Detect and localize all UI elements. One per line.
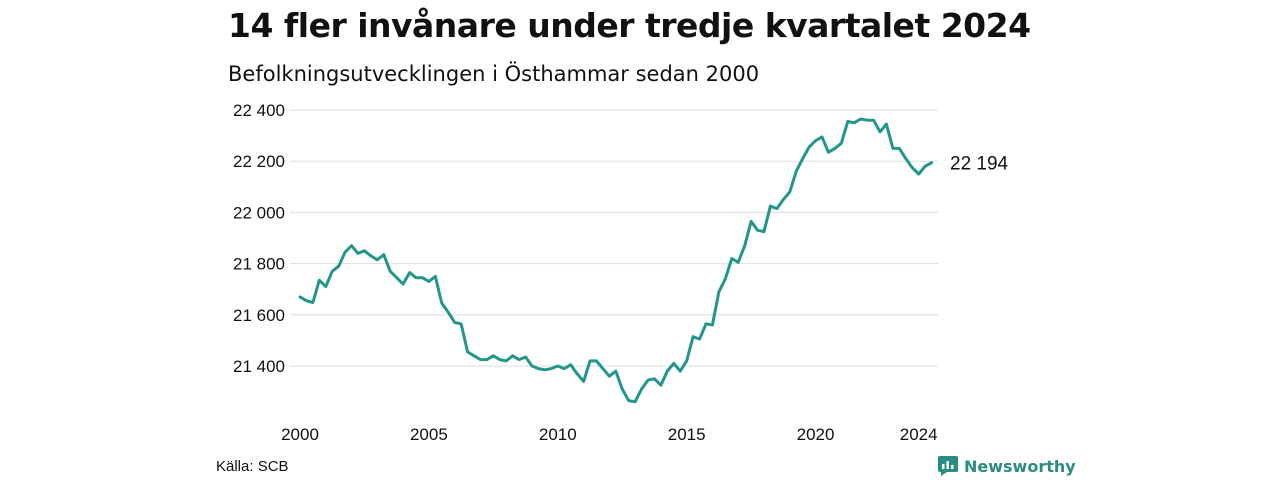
brand-name: Newsworthy: [964, 456, 1076, 476]
y-tick-label: 21 800: [233, 255, 285, 274]
x-tick-label: 2010: [539, 425, 577, 444]
y-tick-label: 22 000: [233, 203, 285, 222]
x-tick-label: 2005: [410, 425, 448, 444]
y-tick-label: 21 600: [233, 306, 285, 325]
x-tick-label: 2020: [797, 425, 835, 444]
brand-logo: Newsworthy: [938, 456, 1076, 476]
population-line: [298, 117, 934, 404]
newsworthy-logo-icon: [938, 456, 958, 476]
end-value-label: 22 194: [950, 154, 1009, 175]
y-tick-label: 22 400: [233, 101, 285, 120]
chart-title: 14 fler invånare under tredje kvartalet …: [228, 6, 1031, 45]
source-note: Källa: SCB: [216, 458, 289, 475]
x-tick-label: 2000: [281, 425, 319, 444]
x-tick-label: 2024: [900, 425, 938, 444]
x-tick-label: 2015: [668, 425, 706, 444]
chart-subtitle: Befolkningsutvecklingen i Östhammar seda…: [228, 62, 760, 86]
y-tick-label: 21 400: [233, 357, 285, 376]
y-tick-label: 22 200: [233, 152, 285, 171]
